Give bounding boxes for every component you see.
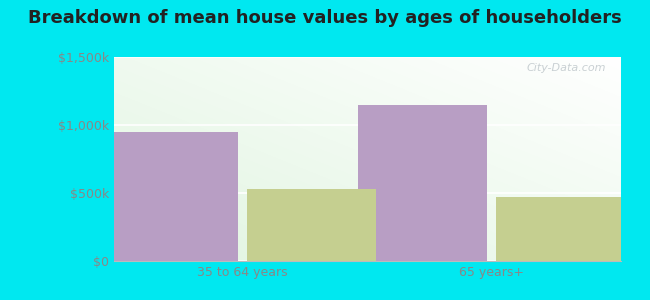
- Bar: [497, 197, 625, 261]
- Bar: [248, 189, 376, 261]
- Text: Breakdown of mean house values by ages of householders: Breakdown of mean house values by ages o…: [28, 9, 622, 27]
- Bar: [358, 105, 487, 261]
- Bar: [109, 132, 238, 261]
- Text: City-Data.com: City-Data.com: [526, 63, 606, 73]
